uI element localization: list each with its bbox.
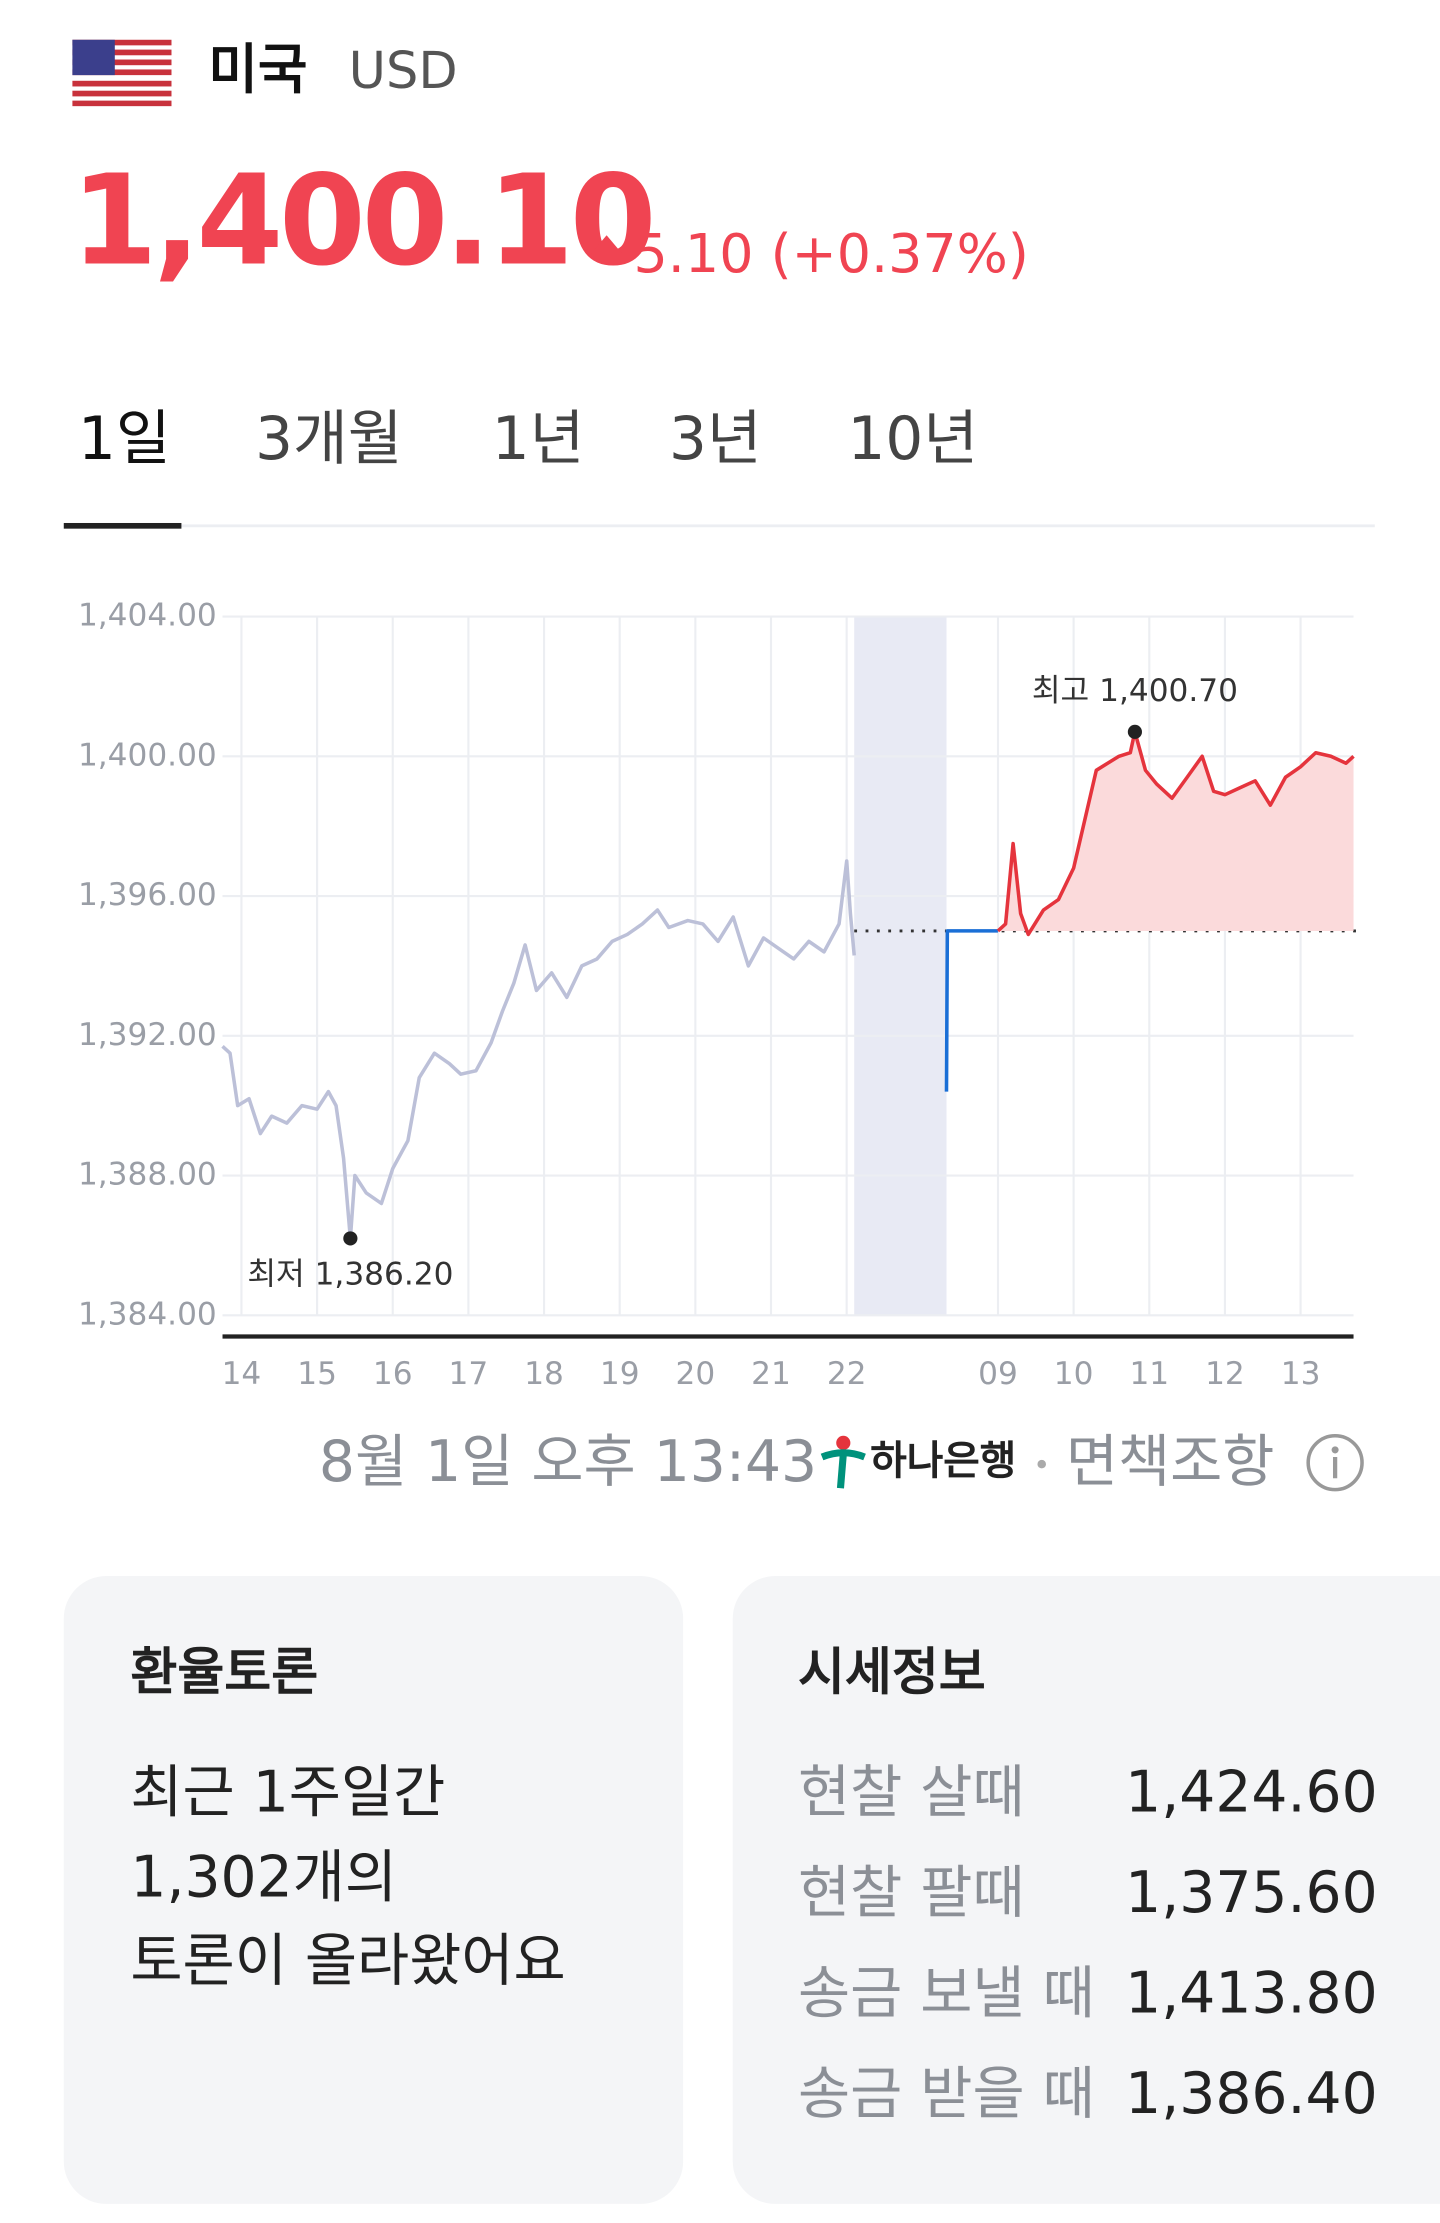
price-change: 5.10 (+0.37%) xyxy=(633,222,1029,285)
x-tick-label: 20 xyxy=(676,1356,716,1392)
tab[interactable]: 3개월 xyxy=(255,403,403,474)
us-flag xyxy=(72,39,172,107)
bank-name: 하나은행 xyxy=(870,1437,1017,1484)
x-tick-label: 10 xyxy=(1054,1356,1094,1392)
price: 1,400.10 xyxy=(70,147,657,294)
line xyxy=(944,929,998,1092)
x-tick-label: 12 xyxy=(1205,1356,1245,1392)
extreme-point xyxy=(343,1231,358,1246)
tab-divider xyxy=(63,524,1375,528)
night-icon xyxy=(909,1359,925,1388)
quote-label: 송금 보낼 때 xyxy=(797,1961,1095,2027)
x-tick-label: 14 xyxy=(222,1356,262,1392)
x-tick-label: 13 xyxy=(1281,1356,1321,1392)
x-tick-label: 18 xyxy=(524,1356,564,1392)
card-text: 1,302개의 xyxy=(130,1845,398,1911)
y-tick-label: 1,384.00 xyxy=(78,1296,217,1332)
info-icon[interactable] xyxy=(1304,1431,1366,1493)
line xyxy=(221,859,856,1241)
annotation: 최저 1,386.20 xyxy=(247,1256,453,1292)
discussion-card[interactable] xyxy=(63,1576,684,2204)
x-tick-label: 09 xyxy=(978,1356,1018,1392)
x-tick-label: 15 xyxy=(297,1356,337,1392)
quote-value: 1,386.40 xyxy=(1125,2062,1378,2128)
y-tick-label: 1,396.00 xyxy=(78,877,217,913)
timestamp: 8월 1일 오후 13:43 xyxy=(318,1430,818,1496)
separator-dot xyxy=(1037,1459,1046,1469)
x-tick-label: 21 xyxy=(751,1356,791,1392)
y-tick-label: 1,388.00 xyxy=(78,1157,217,1193)
x-tick-label: 11 xyxy=(1129,1356,1169,1392)
x-tick-label: 16 xyxy=(373,1356,413,1392)
country: 미국 xyxy=(208,38,308,101)
card-title: 환율토론 xyxy=(130,1644,319,1703)
card-title: 시세정보 xyxy=(797,1644,986,1703)
disclaimer[interactable]: 면책조항 xyxy=(1065,1430,1275,1496)
y-tick-label: 1,400.00 xyxy=(78,737,217,773)
y-tick-label: 1,392.00 xyxy=(78,1017,217,1053)
x-tick-label: 22 xyxy=(827,1356,867,1392)
tab[interactable]: 1일 xyxy=(77,403,171,474)
quote-label: 현찰 팔때 xyxy=(797,1860,1025,1927)
line xyxy=(996,729,1355,937)
tab-indicator xyxy=(63,522,182,529)
y-tick-label: 1,404.00 xyxy=(78,598,217,634)
tab[interactable]: 3년 xyxy=(668,403,762,474)
tab[interactable]: 1년 xyxy=(491,403,585,474)
currency: USD xyxy=(348,42,458,101)
quote-value: 1,375.60 xyxy=(1125,1860,1378,1927)
night-band xyxy=(854,616,947,1316)
extreme-point xyxy=(1127,724,1142,739)
up-triangle xyxy=(591,235,623,254)
quotes-card xyxy=(732,1576,1440,2204)
x-tick-label: 19 xyxy=(600,1356,640,1392)
quote-value: 1,413.80 xyxy=(1125,1961,1378,2027)
quote-label: 송금 받을 때 xyxy=(797,2062,1095,2128)
area xyxy=(997,731,1354,935)
x-tick-label: 17 xyxy=(449,1356,489,1392)
card-text: 토론이 올라왔어요 xyxy=(130,1928,566,1995)
bank-logo xyxy=(820,1435,866,1489)
annotation: 최고 1,400.70 xyxy=(1032,673,1238,709)
chart: 1,384.00 1,388.00 1,392.00 1,396.00 1,400.00… xyxy=(78,598,1361,1392)
quote-label: 현찰 살때 xyxy=(797,1760,1025,1826)
card-text: 최근 1주일간 xyxy=(130,1760,446,1826)
tab[interactable]: 10년 xyxy=(847,403,979,474)
quote-value: 1,424.60 xyxy=(1125,1760,1378,1826)
